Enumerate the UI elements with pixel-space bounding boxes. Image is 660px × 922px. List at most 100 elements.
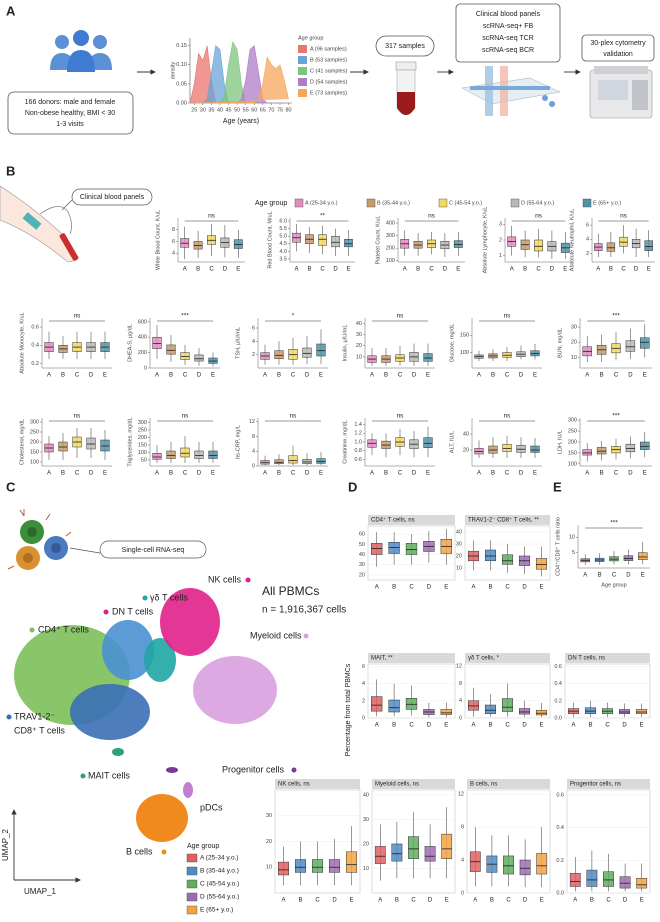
x-tick-label: A	[47, 373, 51, 379]
x-tick-label: 35	[208, 107, 214, 113]
x-tick-label: E	[456, 267, 460, 273]
donor-box	[7, 91, 134, 135]
box	[640, 441, 650, 450]
y-tick-label: 12	[456, 664, 462, 670]
x-tick-label: A	[370, 373, 374, 379]
box	[302, 347, 312, 358]
y-tick-label: 150	[30, 449, 39, 455]
y-axis-label: Absolute Monocyte, K/uL	[19, 312, 25, 373]
significance: ns	[504, 313, 512, 320]
y-tick-label: 20	[356, 343, 362, 349]
donor-icon	[50, 30, 112, 72]
x-tick-label: D	[89, 471, 94, 477]
x-tick-label: 45	[226, 107, 232, 113]
significance: ns	[397, 313, 405, 320]
y-tick-label: 10	[569, 535, 575, 541]
y-tick-label: 10	[571, 355, 577, 361]
y-axis-label: Creatinine, mg/dL	[342, 420, 348, 463]
y-tick-label: 8	[459, 681, 462, 687]
x-tick-label: B	[416, 267, 420, 273]
y-tick-label: 8	[172, 227, 175, 233]
x-tick-label: C	[614, 471, 619, 477]
box	[584, 707, 597, 714]
callout	[71, 188, 153, 206]
box	[345, 851, 358, 873]
box	[274, 459, 284, 465]
strip	[567, 779, 650, 789]
y-tick-label: 20	[363, 841, 369, 847]
box	[484, 549, 497, 562]
legend-swatch	[510, 198, 520, 208]
x-tick-label: C	[505, 471, 510, 477]
x-tick-label: D	[522, 723, 527, 729]
y-tick-label: 4.0	[279, 249, 287, 255]
x-tick-label: B	[277, 373, 281, 379]
box	[311, 859, 324, 873]
x-tick-label: B	[61, 373, 65, 379]
y-tick-label: 0.2	[31, 361, 39, 367]
x-tick-label: 50	[234, 107, 240, 113]
legend-label: C (45-54 y.o.)	[200, 881, 239, 888]
box	[441, 833, 453, 859]
legend-label: A (25-34 y.o.)	[200, 855, 239, 862]
y-tick-label: 40	[463, 431, 469, 437]
significance: ns	[208, 213, 216, 220]
y-tick-label: 5.5	[279, 226, 287, 232]
x-tick-label: A	[263, 471, 267, 477]
y-tick-label: 2	[252, 352, 255, 358]
legend-swatch	[298, 56, 307, 64]
box	[635, 709, 648, 714]
x-axis-label: Age group	[601, 582, 626, 588]
box	[596, 447, 607, 455]
box	[503, 855, 514, 875]
x-tick-label: C	[291, 471, 296, 477]
y-tick-label: 4	[461, 857, 464, 863]
arm-drawing	[0, 185, 79, 263]
x-tick-label: A	[473, 898, 477, 904]
significance: ***	[612, 413, 620, 420]
box	[484, 704, 497, 714]
y-tick-label: 300	[568, 418, 577, 424]
x-tick-label: C	[320, 267, 325, 273]
y-tick-label: 12	[458, 792, 464, 798]
y-tick-label: 0.4	[31, 343, 39, 349]
y-tick-label: 30	[266, 813, 272, 819]
y-tick-label: 4	[362, 681, 365, 687]
x-tick-label: B	[488, 585, 492, 591]
y-tick-label: 100	[386, 258, 395, 264]
x-tick-label: D	[333, 267, 338, 273]
x-tick-label: 65	[260, 107, 266, 113]
panels-box	[455, 3, 561, 63]
callout-pointer	[69, 547, 101, 554]
legend-swatch	[582, 198, 592, 208]
significance: ns	[397, 413, 405, 420]
y-tick-label: 6	[172, 239, 175, 245]
box	[530, 445, 540, 453]
x-tick-label: B	[491, 471, 495, 477]
x-tick-label: C	[75, 373, 80, 379]
x-tick-label: E	[641, 573, 645, 579]
y-tick-label: 0.00	[176, 100, 187, 106]
y-axis-label: CD4⁺/CD8⁺ T cells ratio	[554, 517, 561, 576]
x-tick-label: B	[600, 373, 604, 379]
x-tick-label: E	[236, 267, 240, 273]
x-tick-label: D	[443, 267, 448, 273]
cluster-label: CD4⁺ T cells	[38, 624, 89, 634]
legend-swatch	[186, 853, 198, 863]
x-tick-label: D	[522, 585, 527, 591]
box	[569, 873, 581, 887]
box	[100, 439, 110, 452]
x-tick-label: B	[392, 723, 396, 729]
y-tick-label: 200	[138, 350, 147, 356]
x-tick-label: E	[539, 585, 543, 591]
x-tick-label: D	[427, 585, 432, 591]
y-tick-label: 100	[30, 459, 39, 465]
legend-swatch	[298, 45, 307, 53]
y-axis-label: Triglycerides, mg/dL	[127, 417, 133, 466]
x-tick-label: E	[426, 373, 430, 379]
box	[371, 543, 383, 555]
y-tick-label: 10	[363, 866, 369, 872]
panels-text: scRNA-seq BCR	[482, 47, 534, 54]
x-tick-label: E	[533, 471, 537, 477]
y-tick-label: 4	[586, 237, 589, 243]
